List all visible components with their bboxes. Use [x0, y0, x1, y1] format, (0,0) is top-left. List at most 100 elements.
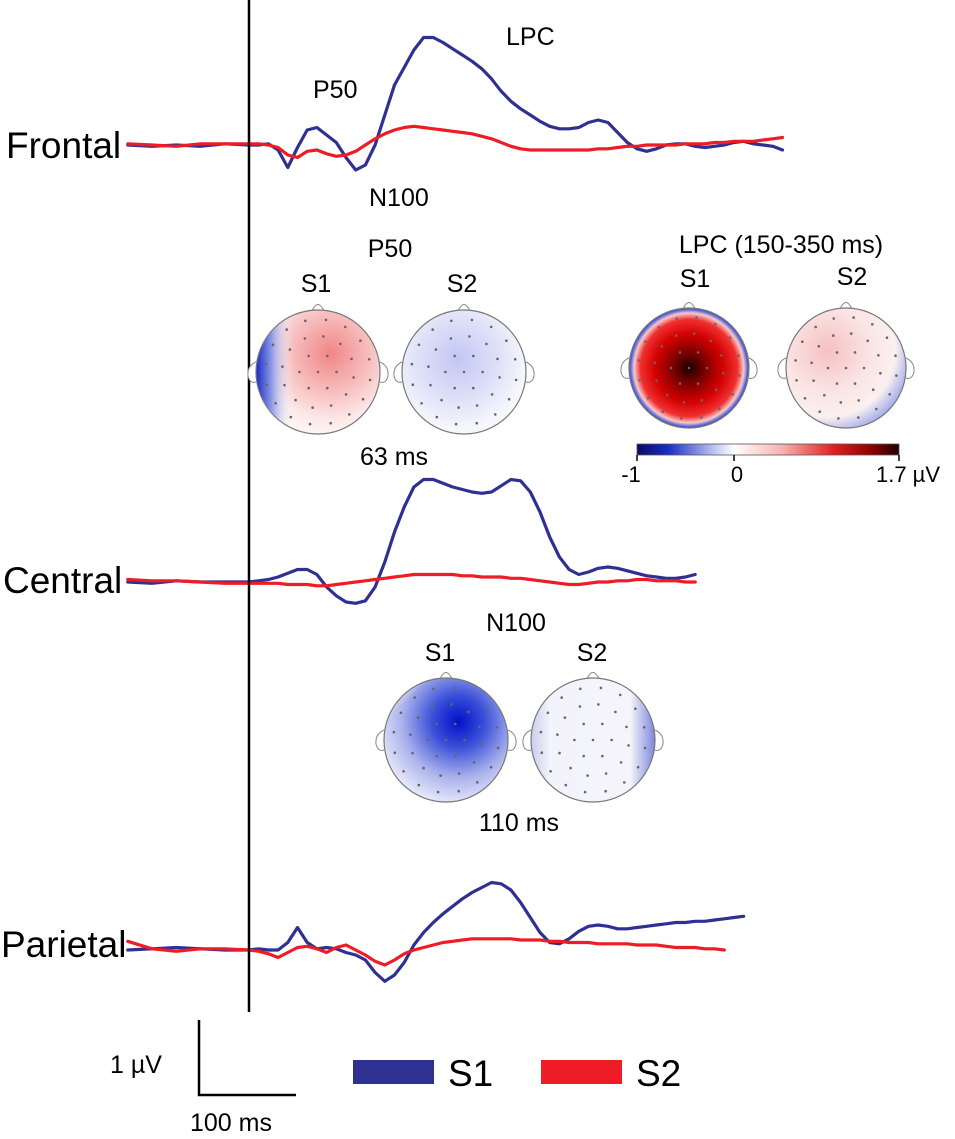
electrode-dot [636, 765, 640, 769]
electrode-dot [311, 406, 314, 409]
colorbar-gradient [636, 443, 900, 456]
electrode-dot [350, 357, 353, 361]
electrode-dot [457, 772, 461, 775]
electrode-dot [429, 383, 432, 387]
row-label-central: Central [3, 560, 122, 601]
electrode-dot [472, 386, 475, 390]
electrode-dot [489, 325, 493, 329]
electrode-dot [298, 370, 301, 374]
electrode-dot [335, 370, 338, 374]
electrode-dot [367, 358, 371, 361]
electrode-dot [496, 746, 500, 750]
electrode-dot [862, 366, 866, 370]
electrode-dot [431, 705, 435, 708]
nose-icon [839, 302, 853, 310]
ear-icon [777, 357, 787, 379]
electrode-dot [440, 398, 443, 402]
scale-bar: 1 µV 100 ms [110, 1020, 296, 1137]
topomap-lpc-s1-label: S1 [680, 265, 711, 293]
electrode-dot [481, 370, 484, 374]
electrode-dot [507, 397, 511, 401]
electrode-dot [888, 393, 891, 396]
electrode-dot [435, 722, 439, 726]
electrode-dot [817, 345, 821, 348]
electrode-dot [835, 351, 839, 354]
trace-central-s2 [126, 572, 697, 588]
electrode-dot [857, 416, 860, 419]
trace-parietal-s1 [126, 880, 746, 983]
topomap-n100-s2 [522, 672, 664, 803]
electrode-dot [737, 354, 740, 358]
electrode-dot [281, 365, 284, 368]
electrode-dot [288, 348, 292, 351]
electrode-dot [579, 687, 582, 691]
electrode-dot [877, 354, 880, 357]
electrode-dot [485, 342, 488, 346]
electrode-dot [399, 711, 403, 715]
electrode-dot [368, 378, 372, 382]
electrode-dot [444, 738, 448, 742]
topomap-n100-s1-label: S1 [425, 639, 456, 667]
electrode-dot [705, 366, 709, 370]
scale-bar-time-label: 100 ms [190, 1109, 272, 1137]
electrode-dot [653, 361, 656, 365]
electrode-dot [738, 374, 741, 377]
electrode-dot [832, 317, 835, 320]
electrode-dot [700, 399, 703, 402]
electrode-dot [454, 722, 457, 726]
electrode-dot [682, 401, 686, 404]
electrode-dot [643, 746, 647, 750]
electrode-dot [794, 359, 797, 362]
electrode-dot [618, 693, 622, 697]
topomap-title-lpc: LPC (150-350 ms) [679, 231, 883, 259]
electrode-dot [452, 686, 456, 690]
electrode-dot [409, 733, 412, 736]
electrode-dot [623, 781, 626, 784]
electrode-dot [801, 340, 804, 344]
electrode-dot [413, 696, 417, 699]
electrode-dot [885, 336, 889, 340]
electrode-dot [344, 393, 348, 396]
topomap-lpc-s1 [620, 302, 758, 429]
trace-parietal-s2 [126, 937, 726, 967]
electrode-dot [450, 703, 453, 706]
nose-icon [439, 672, 453, 680]
electrode-dot [835, 382, 839, 385]
electrode-dot [666, 393, 669, 397]
electrode-dot [490, 393, 494, 396]
electrode-dot [657, 325, 660, 329]
electrode-dot [324, 318, 328, 322]
electrode-dot [422, 766, 425, 770]
electrode-dot [857, 399, 860, 402]
electrode-dot [832, 334, 835, 337]
electrode-dot [457, 406, 460, 409]
scale-bar-amp-label: 1 µV [110, 1051, 162, 1079]
electrode-dot [470, 318, 474, 322]
legend-label-s1: S1 [448, 1053, 493, 1094]
electrode-dot [411, 751, 414, 755]
colorbar: -1 0 1.7 µV [621, 443, 940, 487]
electrode-dot [709, 339, 712, 343]
electrode-dot [505, 339, 508, 343]
topomap-n100-s2-label: S2 [577, 639, 608, 667]
topomap-group-lpc: LPC (150-350 ms) S1 S2 [620, 231, 915, 429]
electrode-dot [514, 378, 518, 382]
electrode-dot [823, 393, 826, 397]
electrode-dot [343, 325, 347, 329]
electrode-dot [326, 354, 329, 358]
electrode-dot [687, 366, 691, 370]
electrode-dot [546, 711, 550, 715]
electrode-dot [549, 770, 552, 773]
electrode-dot [586, 774, 589, 777]
electrode-dot [450, 319, 453, 323]
electrode-dot [439, 774, 442, 777]
electrode-dot [431, 328, 435, 331]
electrode-dot [417, 783, 421, 787]
electrode-dot [669, 366, 673, 370]
ear-icon [525, 361, 535, 383]
ear-icon [522, 729, 532, 751]
electrode-dot [478, 725, 481, 729]
electrode-dot [480, 744, 483, 747]
electrode-dot [614, 710, 617, 714]
electrode-dot [352, 376, 355, 379]
